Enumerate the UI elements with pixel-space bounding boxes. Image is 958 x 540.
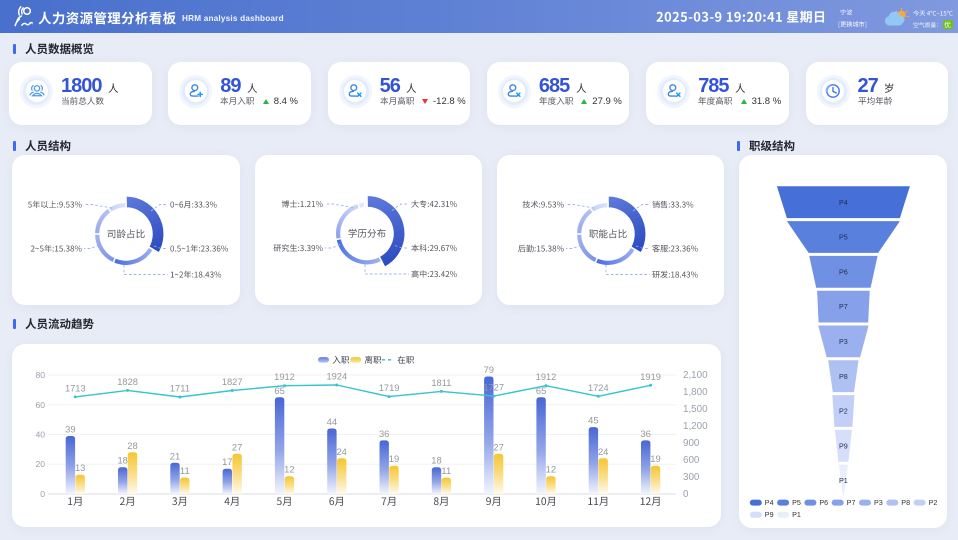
svg-text:P4: P4 bbox=[764, 498, 773, 507]
svg-text:19: 19 bbox=[650, 453, 660, 464]
svg-text:45: 45 bbox=[588, 415, 598, 426]
svg-text:17: 17 bbox=[222, 456, 232, 467]
svg-text:0: 0 bbox=[683, 489, 689, 500]
svg-text:P1: P1 bbox=[792, 510, 801, 519]
svg-text:12: 12 bbox=[284, 464, 294, 475]
svg-text:300: 300 bbox=[683, 472, 700, 483]
svg-text:18: 18 bbox=[117, 455, 127, 466]
svg-text:2,100: 2,100 bbox=[683, 370, 708, 381]
svg-text:28: 28 bbox=[127, 440, 137, 451]
svg-text:P4: P4 bbox=[839, 198, 848, 207]
svg-text:P9: P9 bbox=[839, 441, 848, 450]
svg-text:P1: P1 bbox=[839, 476, 848, 485]
svg-text:36: 36 bbox=[379, 428, 389, 439]
svg-text:20: 20 bbox=[35, 459, 45, 469]
svg-text:27: 27 bbox=[232, 441, 242, 452]
svg-text:21: 21 bbox=[170, 450, 180, 461]
svg-text:11: 11 bbox=[441, 465, 451, 476]
svg-text:1713: 1713 bbox=[65, 383, 86, 393]
svg-text:1912: 1912 bbox=[536, 372, 557, 382]
svg-text:39: 39 bbox=[65, 424, 75, 435]
svg-text:1724: 1724 bbox=[588, 383, 609, 393]
svg-text:1811: 1811 bbox=[431, 378, 451, 388]
svg-text:65: 65 bbox=[274, 385, 284, 396]
svg-text:1827: 1827 bbox=[222, 377, 243, 387]
svg-text:P3: P3 bbox=[874, 498, 883, 507]
svg-text:P6: P6 bbox=[839, 267, 848, 276]
svg-text:1727: 1727 bbox=[483, 383, 504, 393]
svg-text:24: 24 bbox=[598, 446, 608, 457]
svg-text:900: 900 bbox=[683, 438, 700, 449]
svg-text:P8: P8 bbox=[901, 498, 910, 507]
svg-text:60: 60 bbox=[35, 400, 45, 410]
svg-text:0: 0 bbox=[40, 489, 45, 499]
svg-text:12: 12 bbox=[546, 464, 556, 475]
svg-text:1,200: 1,200 bbox=[683, 421, 708, 432]
svg-text:P7: P7 bbox=[839, 302, 848, 311]
svg-text:P6: P6 bbox=[819, 498, 828, 507]
svg-text:79: 79 bbox=[484, 364, 494, 375]
svg-text:40: 40 bbox=[35, 430, 45, 440]
svg-text:1,500: 1,500 bbox=[683, 404, 708, 415]
svg-text:P5: P5 bbox=[839, 233, 848, 242]
svg-text:13: 13 bbox=[75, 462, 85, 473]
svg-text:1924: 1924 bbox=[326, 372, 347, 382]
svg-text:1,800: 1,800 bbox=[683, 387, 708, 398]
svg-text:600: 600 bbox=[683, 455, 700, 466]
svg-text:1828: 1828 bbox=[117, 377, 138, 387]
svg-text:80: 80 bbox=[35, 370, 45, 380]
svg-text:36: 36 bbox=[640, 428, 650, 439]
svg-text:P9: P9 bbox=[764, 510, 773, 519]
svg-text:P3: P3 bbox=[839, 337, 848, 346]
svg-text:P2: P2 bbox=[928, 498, 937, 507]
svg-text:P8: P8 bbox=[839, 372, 848, 381]
svg-text:P2: P2 bbox=[839, 407, 848, 416]
svg-text:P7: P7 bbox=[846, 498, 855, 507]
svg-text:19: 19 bbox=[389, 453, 399, 464]
svg-text:1719: 1719 bbox=[379, 383, 400, 393]
svg-text:P5: P5 bbox=[792, 498, 801, 507]
svg-text:65: 65 bbox=[536, 385, 546, 396]
svg-text:24: 24 bbox=[336, 446, 346, 457]
svg-text:44: 44 bbox=[327, 416, 337, 427]
svg-text:1919: 1919 bbox=[640, 372, 661, 382]
svg-text:11: 11 bbox=[180, 465, 190, 476]
svg-text:18: 18 bbox=[431, 455, 441, 466]
svg-text:1711: 1711 bbox=[170, 384, 190, 394]
svg-text:1912: 1912 bbox=[274, 372, 295, 382]
svg-text:27: 27 bbox=[493, 441, 503, 452]
